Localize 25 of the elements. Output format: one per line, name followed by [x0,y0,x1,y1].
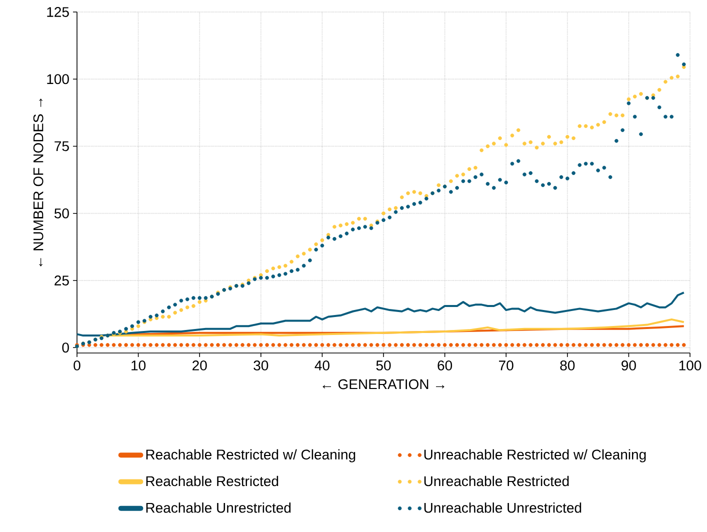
x-tick-label: 0 [74,360,80,370]
y-tick-label: 75 [54,141,69,152]
legend-label: Reachable Restricted w/ Cleaning [146,449,356,462]
legend-label: Reachable Unrestricted [146,502,291,513]
y-tick-label: 50 [54,208,69,218]
x-tick-label: 70 [499,360,514,370]
x-tick-label: 80 [560,360,575,370]
x-tick-label: 100 [679,360,702,370]
x-tick-label: 10 [132,360,146,370]
legend-label: Reachable Restricted [146,476,278,486]
x-tick-label: 30 [254,360,268,370]
y-tick-label: 0 [62,342,69,353]
legend-label: Unreachable Restricted [424,476,569,486]
y-tick-label: 100 [47,74,69,84]
legend-label: Unreachable Restricted w/ Cleaning [424,449,646,462]
y-axis-title: ← NUMBER OF NODES → [33,98,44,266]
x-tick-label: 60 [438,360,452,370]
legend-label: Unreachable Unrestricted [424,502,582,513]
x-tick-label: 20 [192,360,207,370]
x-tick-label: 40 [314,360,330,370]
y-tick-label: 125 [47,7,69,17]
x-axis-title: ← GENERATION → [322,379,444,390]
x-tick-label: 50 [376,360,391,370]
x-tick-label: 90 [622,360,636,370]
y-tick-label: 25 [54,276,69,286]
